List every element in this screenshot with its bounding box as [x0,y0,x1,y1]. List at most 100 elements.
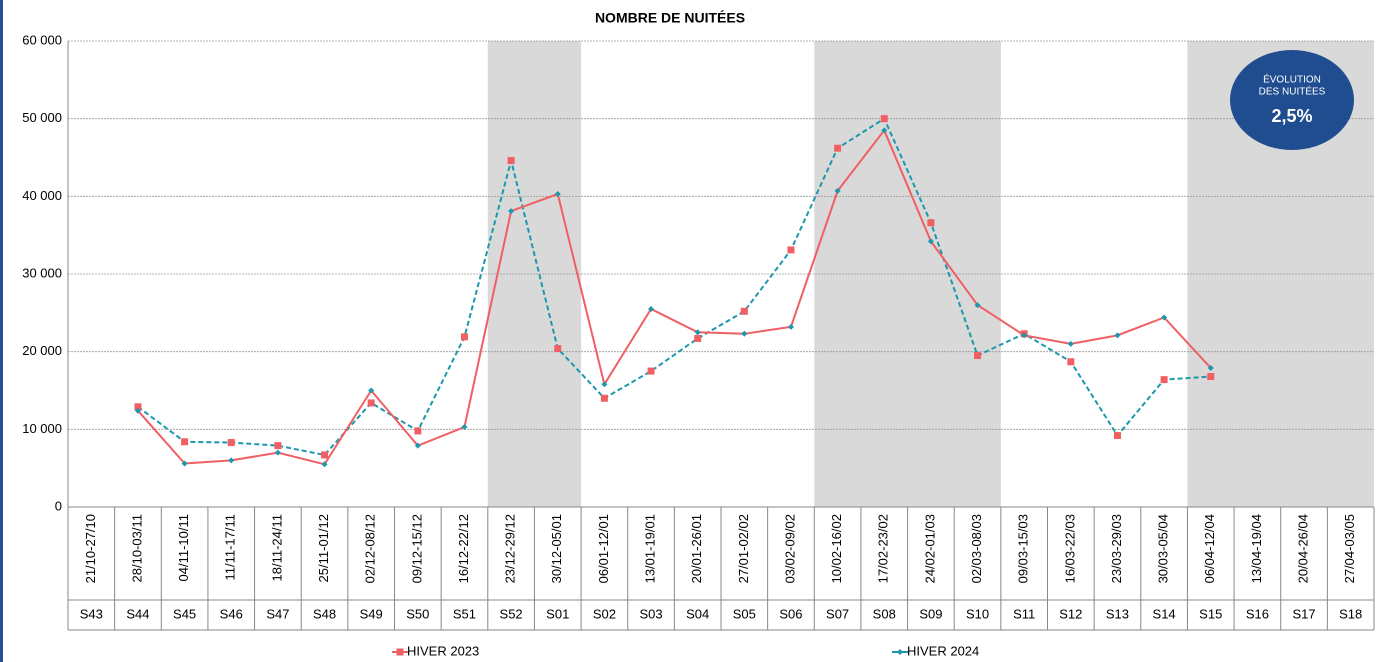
x-tick-label: 17/02-23/02 [876,514,891,583]
marker [228,457,235,464]
legend-marker [897,649,903,655]
marker [134,407,141,414]
marker [1021,332,1028,339]
x-tick-label: 09/03-15/03 [1016,514,1031,583]
week-label: S05 [733,606,756,621]
marker [600,394,608,402]
week-label: S08 [873,606,896,621]
marker [927,219,935,227]
marker [414,427,422,435]
series-line [137,117,1211,457]
legend-label: HIVER 2024 [907,643,979,658]
marker [787,323,794,330]
marker [554,191,561,198]
x-tick-label: 06/01-12/01 [596,514,611,583]
series-line [137,128,1212,466]
x-tick-label: 02/12-08/12 [363,514,378,583]
marker [181,460,188,467]
chart-title: NOMBRE DE NUITÉES [595,10,745,26]
week-label: S50 [406,606,429,621]
week-label: S52 [500,606,523,621]
marker [974,302,981,309]
week-label: S12 [1059,606,1082,621]
x-tick-label: 03/02-09/02 [782,514,797,583]
x-tick-label: 18/11-24/11 [269,514,284,581]
marker [227,439,235,447]
x-tick-label: 30/03-05/04 [1156,514,1171,583]
x-tick-label: 27/04-03/05 [1342,514,1357,583]
week-label: S18 [1339,606,1362,621]
marker [134,403,142,411]
marker [1067,340,1074,347]
y-tick-label: 30 000 [22,265,62,280]
week-label: S44 [126,606,149,621]
marker [460,333,468,341]
marker [1113,432,1121,440]
week-label: S45 [173,606,196,621]
badge-title: DES NUITÉES [1259,85,1326,98]
x-tick-label: 13/01-19/01 [642,514,657,583]
week-label: S09 [919,606,942,621]
week-label: S01 [546,606,569,621]
x-tick-label: 27/01-02/02 [736,514,751,583]
marker [321,461,328,468]
marker [367,399,375,407]
edge-bar [0,0,3,662]
marker [1160,376,1168,384]
marker [647,367,655,375]
marker [694,329,701,336]
marker [554,345,562,353]
week-label: S14 [1153,606,1176,621]
x-tick-label: 06/04-12/04 [1202,514,1217,583]
marker [508,208,515,215]
x-tick-label: 09/12-15/12 [409,514,424,583]
week-label: S51 [453,606,476,621]
week-label: S10 [966,606,989,621]
week-label: S43 [80,606,103,621]
marker [740,307,748,315]
week-label: S46 [220,606,243,621]
week-label: S04 [686,606,709,621]
marker [694,334,702,342]
marker [834,187,841,194]
x-tick-label: 11/11-17/11 [223,514,238,581]
x-tick-label: 02/03-08/03 [969,514,984,583]
y-tick-label: 20 000 [22,343,62,358]
x-tick-label: 28/10-03/11 [129,514,144,582]
y-tick-label: 0 [55,498,62,513]
marker [974,352,982,360]
marker [274,449,281,456]
marker [321,451,329,459]
y-tick-label: 50 000 [22,110,62,125]
x-tick-label: 23/12-29/12 [503,514,518,583]
y-tick-label: 40 000 [22,188,62,203]
week-label: S16 [1246,606,1269,621]
week-label: S49 [360,606,383,621]
legend-marker [396,648,404,656]
marker [181,438,189,446]
x-tick-label: 25/11-01/12 [316,514,331,582]
x-tick-label: 04/11-10/11 [176,514,191,581]
marker [881,127,888,134]
marker [368,387,375,394]
x-tick-label: 20/01-26/01 [689,514,704,583]
marker [880,115,888,123]
x-tick-label: 13/04-19/04 [1249,514,1264,583]
x-tick-label: 23/03-29/03 [1109,514,1124,583]
marker [787,246,795,254]
week-label: S07 [826,606,849,621]
marker [648,305,655,312]
marker [461,424,468,431]
week-label: S15 [1199,606,1222,621]
marker [1067,358,1075,366]
marker [1161,314,1168,321]
x-tick-label: 21/10-27/10 [83,514,98,583]
week-label: S13 [1106,606,1129,621]
badge [1230,50,1354,150]
x-tick-label: 16/03-22/03 [1062,514,1077,583]
marker [1207,373,1215,381]
marker [274,442,282,450]
marker [1114,332,1121,339]
week-label: S11 [1013,606,1035,621]
week-label: S06 [779,606,802,621]
